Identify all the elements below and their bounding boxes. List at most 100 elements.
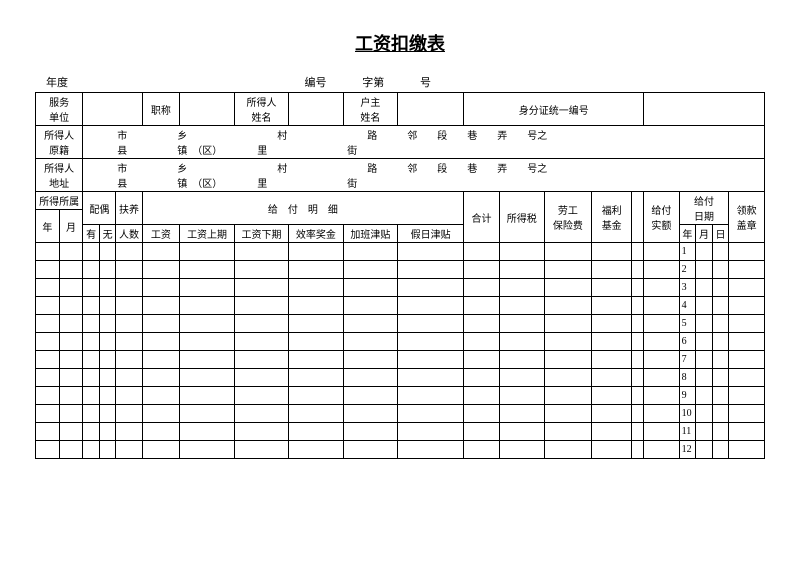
data-cell: [343, 297, 397, 315]
data-cell: [696, 387, 713, 405]
data-cell: [712, 441, 729, 459]
data-cell: [59, 261, 83, 279]
hdr-lingkuan: 领款 盖章: [729, 192, 765, 243]
data-cell: [343, 387, 397, 405]
data-cell: [729, 369, 765, 387]
hdr-heji: 合计: [464, 192, 500, 243]
data-cell: [99, 369, 116, 387]
data-cell: [696, 279, 713, 297]
data-cell: [36, 261, 60, 279]
data-cell: [83, 279, 100, 297]
data-cell: [343, 405, 397, 423]
data-cell: [632, 423, 644, 441]
data-cell: [398, 423, 464, 441]
data-cell: [180, 405, 234, 423]
data-cell: [398, 369, 464, 387]
data-cell: [99, 261, 116, 279]
data-cell: [632, 297, 644, 315]
data-cell: [398, 315, 464, 333]
data-cell: [99, 297, 116, 315]
data-cell: [83, 441, 100, 459]
data-cell: [180, 333, 234, 351]
data-cell: [712, 387, 729, 405]
data-cell: [398, 387, 464, 405]
data-cell: [398, 405, 464, 423]
data-cell: [398, 279, 464, 297]
data-cell: [234, 387, 288, 405]
data-cell: [644, 387, 680, 405]
data-cell: [696, 261, 713, 279]
data-cell: [59, 243, 83, 261]
data-cell: [343, 423, 397, 441]
data-cell: [644, 333, 680, 351]
data-cell: [83, 351, 100, 369]
data-cell: [464, 279, 500, 297]
data-cell: [499, 387, 544, 405]
data-cell: [36, 243, 60, 261]
data-cell: [142, 279, 180, 297]
data-cell: [180, 351, 234, 369]
data-cell: [36, 315, 60, 333]
data-cell: [59, 369, 83, 387]
data-cell: [592, 441, 632, 459]
data-cell: [234, 423, 288, 441]
data-cell: [464, 315, 500, 333]
data-cell: 1: [679, 243, 696, 261]
data-cell: [592, 243, 632, 261]
data-cell: [632, 441, 644, 459]
data-cell: [99, 279, 116, 297]
zhicheng-label: 职称: [142, 93, 180, 126]
data-cell: [499, 261, 544, 279]
hdr-gongzi: 工资: [142, 225, 180, 243]
data-cell: [712, 243, 729, 261]
data-cell: [712, 369, 729, 387]
data-cell: [142, 441, 180, 459]
data-cell: [464, 405, 500, 423]
suoderen-name-label: 所得人 姓名: [234, 93, 288, 126]
data-cell: [712, 297, 729, 315]
data-cell: [592, 351, 632, 369]
data-cell: [234, 261, 288, 279]
data-cell: [712, 315, 729, 333]
data-cell: [464, 441, 500, 459]
hdr-xiaolv: 效率奖金: [289, 225, 343, 243]
data-cell: [398, 243, 464, 261]
data-cell: 3: [679, 279, 696, 297]
data-cell: [696, 351, 713, 369]
data-cell: [632, 369, 644, 387]
data-cell: [499, 243, 544, 261]
data-cell: [544, 387, 591, 405]
data-cell: [289, 333, 343, 351]
data-cell: [116, 315, 142, 333]
data-cell: [499, 369, 544, 387]
top-line: 年度 编号 字第 号: [35, 74, 765, 90]
data-cell: [116, 405, 142, 423]
data-cell: [544, 243, 591, 261]
id-value: [644, 93, 765, 126]
data-cell: [343, 279, 397, 297]
data-cell: [729, 315, 765, 333]
data-cell: [343, 351, 397, 369]
data-cell: [343, 261, 397, 279]
data-cell: [234, 243, 288, 261]
data-cell: [180, 261, 234, 279]
data-cell: [343, 369, 397, 387]
data-cell: [632, 351, 644, 369]
hdr-month: 月: [59, 210, 83, 243]
data-cell: [644, 405, 680, 423]
data-cell: [696, 333, 713, 351]
data-cell: [644, 279, 680, 297]
data-cell: [83, 261, 100, 279]
data-cell: [592, 387, 632, 405]
data-cell: [99, 315, 116, 333]
address-value: 市 乡 村 路 邻 段 巷 弄 号之 县 镇 （区） 里 街: [83, 159, 765, 192]
data-cell: [234, 315, 288, 333]
hdr-fuli: 福利 基金: [592, 192, 632, 243]
data-cell: [142, 351, 180, 369]
data-cell: [544, 333, 591, 351]
data-cell: [59, 387, 83, 405]
hdr-suodeshui: 所得税: [499, 192, 544, 243]
data-cell: [59, 333, 83, 351]
data-cell: [116, 261, 142, 279]
data-cell: [289, 243, 343, 261]
